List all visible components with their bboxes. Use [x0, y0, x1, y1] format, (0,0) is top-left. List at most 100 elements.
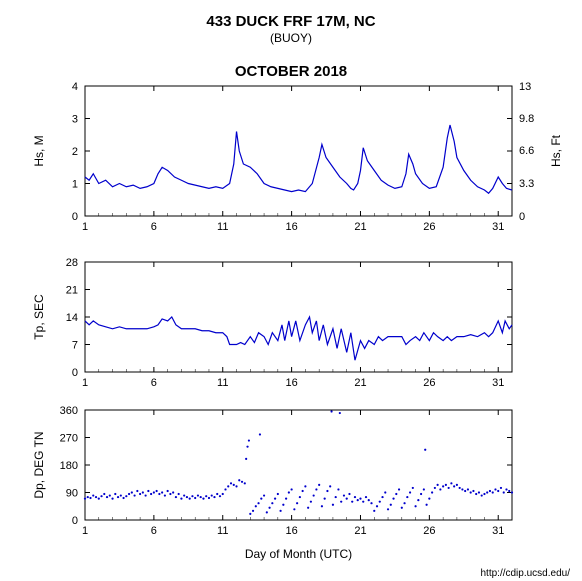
data-point	[481, 494, 483, 496]
data-point	[252, 510, 254, 512]
data-point	[241, 481, 243, 483]
ytick-label: 2	[72, 146, 78, 158]
data-point	[431, 491, 433, 493]
data-point	[175, 496, 177, 498]
ytick-label: 0	[72, 515, 78, 527]
data-point	[164, 494, 166, 496]
chart-title: 433 DUCK FRF 17M, NC	[206, 13, 375, 30]
data-point	[202, 498, 204, 500]
data-point	[197, 494, 199, 496]
data-point	[122, 497, 124, 499]
xtick-label: 31	[492, 525, 504, 537]
data-point	[497, 490, 499, 492]
ytick-label: 14	[66, 312, 78, 324]
data-point	[87, 496, 89, 498]
data-point	[337, 488, 339, 490]
panel-frame	[85, 86, 512, 216]
data-point	[445, 484, 447, 486]
data-point	[368, 499, 370, 501]
data-point	[464, 490, 466, 492]
data-point	[161, 491, 163, 493]
data-point	[167, 490, 169, 492]
xtick-label: 21	[354, 377, 366, 389]
ytick-label: 21	[66, 285, 78, 297]
data-point	[153, 491, 155, 493]
data-point	[150, 493, 152, 495]
data-point	[346, 498, 348, 500]
data-point	[453, 485, 455, 487]
data-point	[423, 488, 425, 490]
data-point	[147, 490, 149, 492]
data-line	[85, 125, 512, 193]
data-point	[417, 499, 419, 501]
xtick-label: 11	[217, 377, 228, 389]
data-point	[111, 498, 113, 500]
data-point	[180, 498, 182, 500]
xtick-label: 6	[151, 221, 157, 233]
data-point	[426, 504, 428, 506]
data-point	[100, 495, 102, 497]
xtick-label: 26	[423, 525, 435, 537]
ytick-label: 180	[60, 460, 78, 472]
xtick-label: 11	[217, 221, 228, 233]
data-point	[398, 488, 400, 490]
data-point	[103, 493, 105, 495]
data-point	[136, 490, 138, 492]
data-point	[321, 505, 323, 507]
data-point	[409, 491, 411, 493]
data-point	[492, 491, 494, 493]
data-point	[125, 495, 127, 497]
data-point	[279, 510, 281, 512]
data-point	[326, 490, 328, 492]
data-point	[255, 505, 257, 507]
data-point	[459, 487, 461, 489]
ytick-label-right: 0	[519, 211, 525, 223]
footer-url: http://cdip.ucsd.edu/	[480, 568, 570, 579]
data-point	[304, 485, 306, 487]
data-point	[343, 494, 345, 496]
ytick-label: 7	[72, 340, 78, 352]
data-point	[158, 493, 160, 495]
data-point	[403, 502, 405, 504]
data-point	[401, 507, 403, 509]
data-point	[238, 479, 240, 481]
xtick-label: 6	[151, 525, 157, 537]
xtick-label: 1	[82, 221, 88, 233]
data-point	[384, 491, 386, 493]
ylabel-right: Hs, Ft	[549, 134, 563, 167]
chart-month: OCTOBER 2018	[235, 63, 347, 80]
data-point	[475, 493, 477, 495]
data-point	[348, 493, 350, 495]
data-point	[293, 508, 295, 510]
data-point	[291, 488, 293, 490]
xtick-label: 16	[285, 525, 297, 537]
data-point	[191, 495, 193, 497]
panel-frame	[85, 262, 512, 372]
data-point	[128, 493, 130, 495]
ytick-label: 270	[60, 433, 78, 445]
data-point	[442, 485, 444, 487]
data-point	[448, 487, 450, 489]
data-point	[412, 487, 414, 489]
data-point	[494, 488, 496, 490]
data-point	[373, 510, 375, 512]
data-point	[472, 490, 474, 492]
chart-container: 433 DUCK FRF 17M, NC(BUOY)OCTOBER 201801…	[0, 0, 582, 581]
ylabel-left: Dp, DEG TN	[32, 431, 46, 498]
data-point	[428, 498, 430, 500]
ytick-label: 90	[66, 488, 78, 500]
data-point	[508, 490, 510, 492]
data-point	[299, 496, 301, 498]
data-point	[387, 508, 389, 510]
data-point	[359, 498, 361, 500]
data-point	[266, 511, 268, 513]
data-point	[145, 494, 147, 496]
data-point	[189, 498, 191, 500]
data-point	[296, 502, 298, 504]
data-point	[211, 494, 213, 496]
xtick-label: 1	[82, 525, 88, 537]
xtick-label: 26	[423, 377, 435, 389]
ytick-label: 0	[72, 211, 78, 223]
data-point	[133, 494, 135, 496]
data-point	[106, 496, 108, 498]
